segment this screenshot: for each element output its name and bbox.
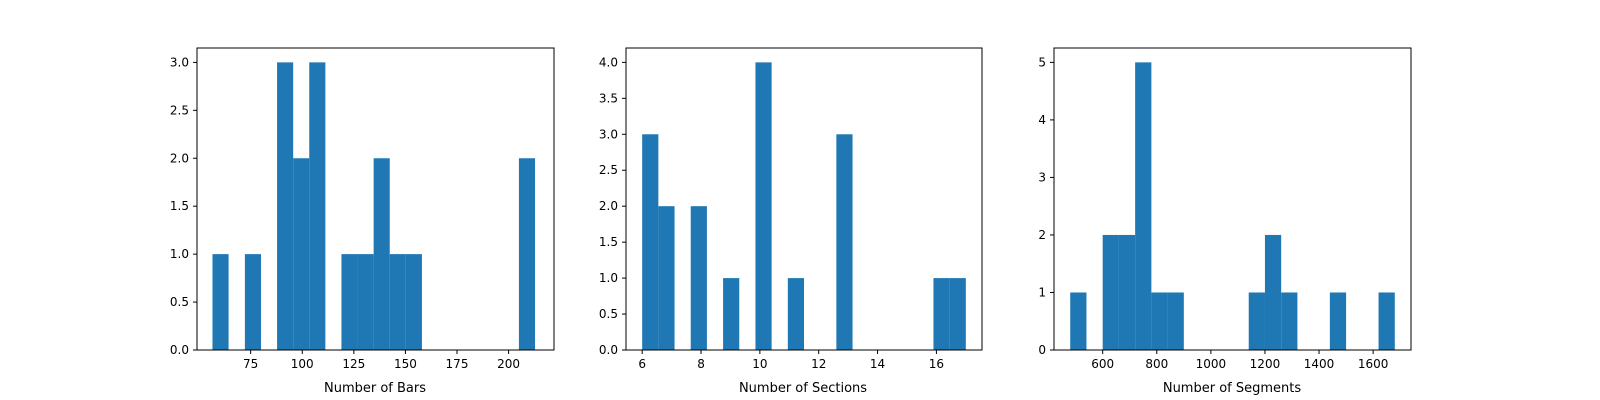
y-tick-label: 0.0 — [170, 343, 189, 357]
x-tick-label: 100 — [291, 357, 314, 371]
histogram-bar — [1151, 292, 1168, 350]
histogram-bar — [405, 254, 422, 350]
x-axis-label: Number of Sections — [739, 381, 867, 396]
x-tick-label: 800 — [1145, 357, 1168, 371]
y-tick-label: 4.0 — [599, 55, 618, 69]
plot-frame — [196, 47, 555, 351]
y-tick-label: 0.0 — [599, 343, 618, 357]
x-tick-label: 175 — [446, 357, 469, 371]
histogram-bar — [341, 254, 358, 350]
histogram-bar — [1102, 234, 1119, 350]
histogram-bar — [933, 278, 950, 350]
y-tick-label: 3.0 — [599, 127, 618, 141]
histogram-bar — [277, 62, 294, 350]
histogram-bar — [1248, 292, 1265, 350]
y-tick-label: 2.5 — [170, 103, 189, 117]
histogram-bars-panel: Number of Bars 75 100 125 150 175 200 0.0 0.5 1.… — [170, 47, 555, 396]
histogram-segments-panel: Number of Segments 600 800 1000 1200 1400 160… — [1038, 47, 1412, 396]
histogram-bar — [642, 134, 659, 350]
histogram-bar — [658, 206, 675, 350]
histogram-bar — [949, 278, 966, 350]
x-tick-label: 75 — [243, 357, 258, 371]
histogram-bar — [755, 62, 772, 350]
x-tick-label: 10 — [752, 357, 767, 371]
histogram-bar — [1264, 234, 1282, 350]
y-tick-label: 1.0 — [170, 247, 189, 261]
x-tick-label: 14 — [870, 357, 885, 371]
y-tick-label: 3.0 — [170, 55, 189, 69]
x-tick-label: 200 — [497, 357, 520, 371]
histogram-bar — [1070, 292, 1087, 350]
plot-frame — [625, 47, 983, 351]
histogram-bar — [357, 254, 374, 350]
x-tick-label: 600 — [1091, 357, 1114, 371]
histogram-bar — [690, 206, 707, 350]
histogram-bar — [1135, 62, 1152, 350]
x-tick-label: 1600 — [1358, 357, 1389, 371]
y-tick-label: 3.5 — [599, 91, 618, 105]
y-tick-label: 1 — [1038, 285, 1046, 299]
y-tick-label: 4 — [1038, 113, 1046, 127]
x-tick-label: 6 — [638, 357, 646, 371]
x-tick-label: 150 — [394, 357, 417, 371]
plot-frame — [1053, 47, 1412, 351]
y-tick-label: 2.5 — [599, 163, 618, 177]
histogram-bar — [1167, 292, 1184, 350]
y-tick-label: 2.0 — [170, 151, 189, 165]
y-tick-label: 1.5 — [170, 199, 189, 213]
x-tick-label: 8 — [697, 357, 705, 371]
x-tick-label: 1400 — [1304, 357, 1335, 371]
y-tick-label: 1.0 — [599, 271, 618, 285]
x-tick-label: 1000 — [1196, 357, 1227, 371]
histogram-bar — [836, 134, 853, 350]
x-axis-label: Number of Bars — [324, 381, 426, 396]
histogram-bar — [373, 158, 390, 350]
y-tick-label: 1.5 — [599, 235, 618, 249]
x-axis-label: Number of Segments — [1163, 381, 1302, 396]
histogram-bar — [212, 254, 229, 350]
x-tick-label: 16 — [929, 357, 944, 371]
y-tick-label: 2.0 — [599, 199, 618, 213]
y-tick-label: 0.5 — [170, 295, 189, 309]
y-tick-label: 0 — [1038, 343, 1046, 357]
histogram-bar — [1378, 292, 1395, 350]
histogram-sections-panel: Number of Sections 6 8 10 12 14 16 0.0 0.5 1.0 1.… — [599, 47, 983, 396]
y-tick-label: 0.5 — [599, 307, 618, 321]
x-tick-label: 1200 — [1250, 357, 1281, 371]
histogram-bar — [244, 254, 261, 350]
histogram-bar — [293, 158, 310, 350]
histogram-bar — [518, 158, 536, 350]
histogram-bar — [1281, 292, 1298, 350]
histogram-bar — [389, 254, 406, 350]
y-tick-label: 2 — [1038, 228, 1046, 242]
y-tick-label: 5 — [1038, 55, 1046, 69]
histogram-bar — [309, 62, 326, 350]
histogram-bar — [1329, 292, 1347, 350]
histogram-bar — [723, 278, 740, 350]
histogram-bar — [787, 278, 804, 350]
histogram-bar — [1118, 234, 1136, 350]
x-tick-label: 125 — [342, 357, 365, 371]
y-tick-label: 3 — [1038, 170, 1046, 184]
x-tick-label: 12 — [811, 357, 826, 371]
